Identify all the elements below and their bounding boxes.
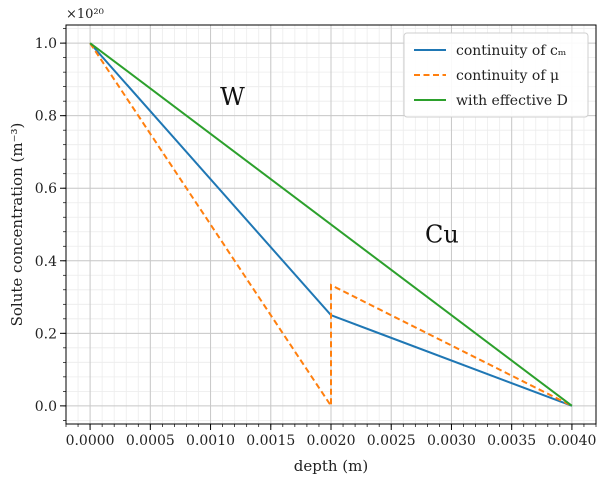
x-tick-label: 0.0000	[66, 433, 115, 449]
y-offset-label: ×10²⁰	[66, 7, 104, 22]
region-annotation: Cu	[425, 221, 459, 249]
x-tick-label: 0.0025	[367, 433, 416, 449]
x-axis-label: depth (m)	[294, 457, 368, 475]
series-layer	[89, 42, 573, 410]
y-tick-label: 0.4	[35, 254, 57, 270]
y-tick-label: 0.0	[35, 399, 57, 415]
legend-label: continuity of μ	[456, 68, 559, 84]
legend-box	[403, 32, 589, 118]
series-line	[89, 42, 573, 407]
series-line	[89, 42, 573, 410]
y-axis-label: Solute concentration (m⁻³)	[8, 123, 26, 327]
region-annotation: W	[220, 83, 245, 111]
x-tick-label: 0.0030	[427, 433, 476, 449]
y-tick-label: 0.2	[35, 326, 57, 342]
x-tick-label: 0.0015	[246, 433, 295, 449]
legend: continuity of cₘ continuity of μ with effe…	[403, 32, 589, 118]
annotation-layer: W Cu	[220, 83, 459, 249]
x-tick-label: 0.0020	[307, 433, 356, 449]
x-tick-label: 0.0010	[186, 433, 235, 449]
y-tick-label: 0.8	[35, 109, 57, 125]
ticks-layer: 0.0000 0.0005 0.0010 0.0015 0.0020 0.0025 0.00…	[35, 28, 596, 449]
x-tick-label: 0.0005	[126, 433, 175, 449]
legend-label: continuity of cₘ	[456, 43, 567, 59]
y-tick-label: 0.6	[35, 181, 57, 197]
legend-label: with effective D	[456, 93, 568, 109]
x-tick-label: 0.0035	[487, 433, 536, 449]
x-tick-label: 0.0040	[547, 433, 596, 449]
y-tick-label: 1.0	[35, 36, 57, 52]
